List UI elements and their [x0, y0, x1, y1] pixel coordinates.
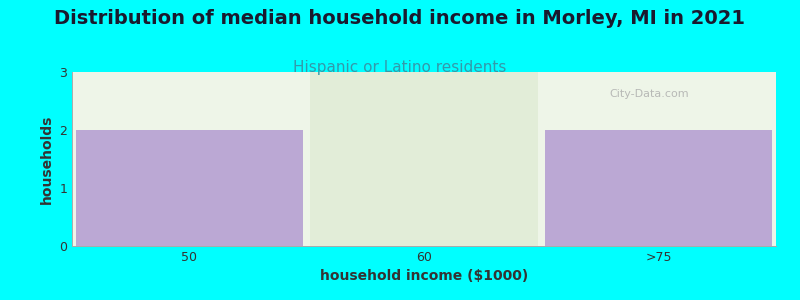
Text: Hispanic or Latino residents: Hispanic or Latino residents: [294, 60, 506, 75]
Bar: [75, 130, 303, 246]
Y-axis label: households: households: [39, 114, 54, 204]
X-axis label: household income ($1000): household income ($1000): [320, 269, 528, 284]
Bar: [545, 130, 773, 246]
Text: City-Data.com: City-Data.com: [610, 89, 689, 99]
Bar: [310, 72, 538, 246]
Text: Distribution of median household income in Morley, MI in 2021: Distribution of median household income …: [54, 9, 746, 28]
